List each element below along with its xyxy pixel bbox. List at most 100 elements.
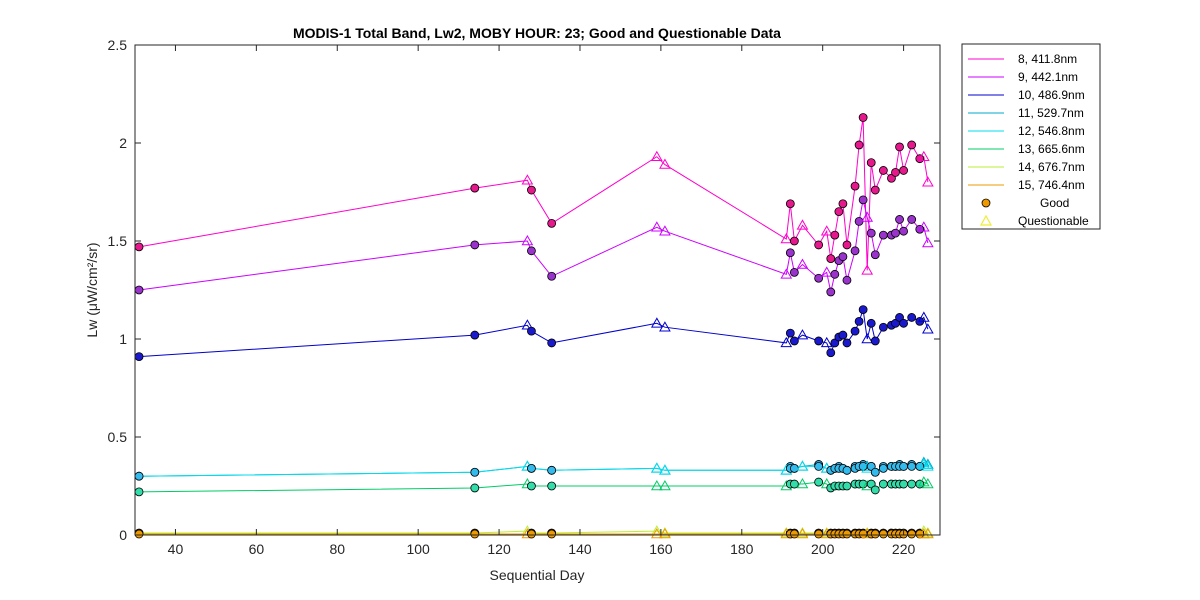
series-8 [134, 113, 934, 275]
questionable-point [820, 336, 833, 348]
good-point [789, 336, 799, 346]
good-point [470, 183, 480, 193]
x-tick-label: 40 [168, 541, 184, 557]
good-point [547, 481, 557, 491]
x-axis-ticks: 40 60 80 100 120 140 160 180 200 220 [168, 45, 915, 557]
good-point [842, 240, 852, 250]
y-tick-label: 1 [119, 331, 127, 347]
good-point [789, 236, 799, 246]
legend-entry-label: 12, 546.8nm [1018, 124, 1085, 138]
series-13 [134, 476, 934, 497]
plot-area [135, 45, 940, 535]
legend-good-label: Good [1040, 196, 1069, 210]
good-point [527, 326, 536, 336]
legend-entry-label: 8, 411.8nm [1018, 52, 1077, 66]
x-tick-label: 80 [329, 541, 345, 557]
questionable-point [922, 478, 934, 489]
legend-entry-label: 14, 676.7nm [1018, 160, 1085, 174]
questionable-point [917, 150, 930, 161]
good-point [858, 113, 868, 122]
x-tick-label: 160 [649, 541, 673, 557]
good-point [907, 461, 917, 471]
good-point [899, 166, 908, 175]
questionable-point [796, 329, 809, 340]
good-point [789, 267, 799, 277]
good-point [858, 305, 868, 315]
questionable-point [659, 479, 671, 491]
questionable-point [521, 234, 534, 246]
good-point [854, 316, 864, 326]
good-point [789, 529, 799, 539]
legend-entry-label: 9, 442.1nm [1018, 70, 1078, 84]
questionable-point [922, 528, 934, 539]
good-point [907, 313, 917, 322]
good-point [850, 181, 860, 191]
good-point [878, 479, 888, 489]
good-point [878, 166, 888, 175]
x-tick-label: 60 [249, 541, 265, 557]
questionable-point [796, 258, 809, 269]
questionable-point [659, 225, 671, 236]
good-point [878, 322, 888, 332]
questionable-point [917, 311, 930, 322]
legend-questionable-marker [979, 214, 993, 226]
questionable-point [521, 174, 534, 185]
questionable-point [780, 336, 793, 348]
good-point [814, 529, 824, 539]
good-point [834, 207, 844, 217]
x-tick-label: 180 [730, 541, 754, 557]
legend-good-marker [981, 198, 991, 208]
questionable-point [659, 321, 671, 332]
good-point [547, 271, 557, 281]
good-point [895, 215, 904, 224]
x-axis-label: Sequential Day [490, 567, 585, 583]
questionable-point [796, 528, 809, 539]
good-point [527, 463, 536, 473]
questionable-point [650, 221, 663, 232]
plot-frame [134, 44, 941, 536]
good-point [814, 336, 824, 346]
questionable-point [650, 317, 663, 328]
questionable-point [922, 460, 934, 471]
series-15 [134, 528, 934, 539]
questionable-point [521, 319, 534, 330]
good-point [878, 463, 888, 473]
good-point [134, 471, 144, 481]
legend-entry-label: 13, 665.6nm [1018, 142, 1085, 156]
good-point [470, 483, 480, 493]
questionable-point [650, 150, 663, 161]
good-point [907, 140, 917, 150]
good-point [134, 487, 144, 497]
good-point [895, 142, 904, 152]
series-9 [134, 195, 934, 297]
good-point [547, 465, 557, 475]
good-point [870, 467, 880, 477]
good-point [907, 529, 917, 539]
questionable-point [917, 221, 930, 232]
questionable-point [861, 211, 874, 222]
y-axis-label: Lw (μW/cm²/sr) [84, 242, 100, 337]
good-point [830, 230, 840, 240]
questionable-point [922, 176, 934, 187]
good-point [842, 481, 852, 491]
good-point [907, 215, 917, 224]
good-point [878, 529, 888, 539]
good-point [826, 348, 836, 358]
good-point [842, 275, 852, 285]
good-point [870, 250, 880, 260]
good-point [789, 479, 799, 489]
series-layer [134, 113, 934, 539]
good-point [830, 269, 840, 279]
questionable-point [780, 268, 793, 279]
good-point [134, 352, 144, 362]
good-point [878, 230, 888, 240]
questionable-point [861, 264, 874, 275]
good-point [527, 185, 536, 195]
good-point [547, 529, 557, 539]
good-point [814, 240, 824, 250]
questionable-point [650, 528, 663, 539]
legend-box [961, 43, 1101, 230]
good-point [789, 463, 799, 473]
good-point [527, 481, 536, 491]
